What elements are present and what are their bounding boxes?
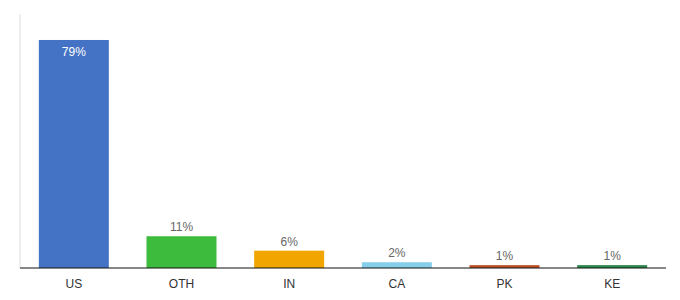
x-tick-label: IN bbox=[283, 277, 295, 291]
chart-container: 79% 11% 6% 2% 1% 1% US OTH IN CA PK KE bbox=[0, 0, 680, 300]
data-label: 79% bbox=[62, 45, 86, 59]
data-label: 1% bbox=[496, 249, 514, 263]
y-range-line bbox=[20, 14, 21, 268]
bar bbox=[254, 251, 324, 268]
data-label: 2% bbox=[388, 246, 406, 260]
x-tick-label: OTH bbox=[169, 277, 194, 291]
data-labels: 79% 11% 6% 2% 1% 1% bbox=[62, 45, 621, 263]
x-tick-label: CA bbox=[388, 277, 405, 291]
data-label: 6% bbox=[280, 235, 298, 249]
x-tick-labels: US OTH IN CA PK KE bbox=[65, 277, 620, 291]
x-tick-label: PK bbox=[496, 277, 512, 291]
x-tick-label: KE bbox=[604, 277, 620, 291]
x-tick-label: US bbox=[65, 277, 82, 291]
data-label: 11% bbox=[170, 220, 193, 234]
bar bbox=[39, 40, 109, 268]
data-label: 1% bbox=[603, 249, 621, 263]
bars bbox=[39, 40, 647, 268]
bar bbox=[147, 236, 217, 268]
chart-svg: 79% 11% 6% 2% 1% 1% US OTH IN CA PK KE bbox=[0, 0, 680, 300]
x-axis-line bbox=[20, 267, 666, 268]
bar bbox=[362, 262, 432, 268]
